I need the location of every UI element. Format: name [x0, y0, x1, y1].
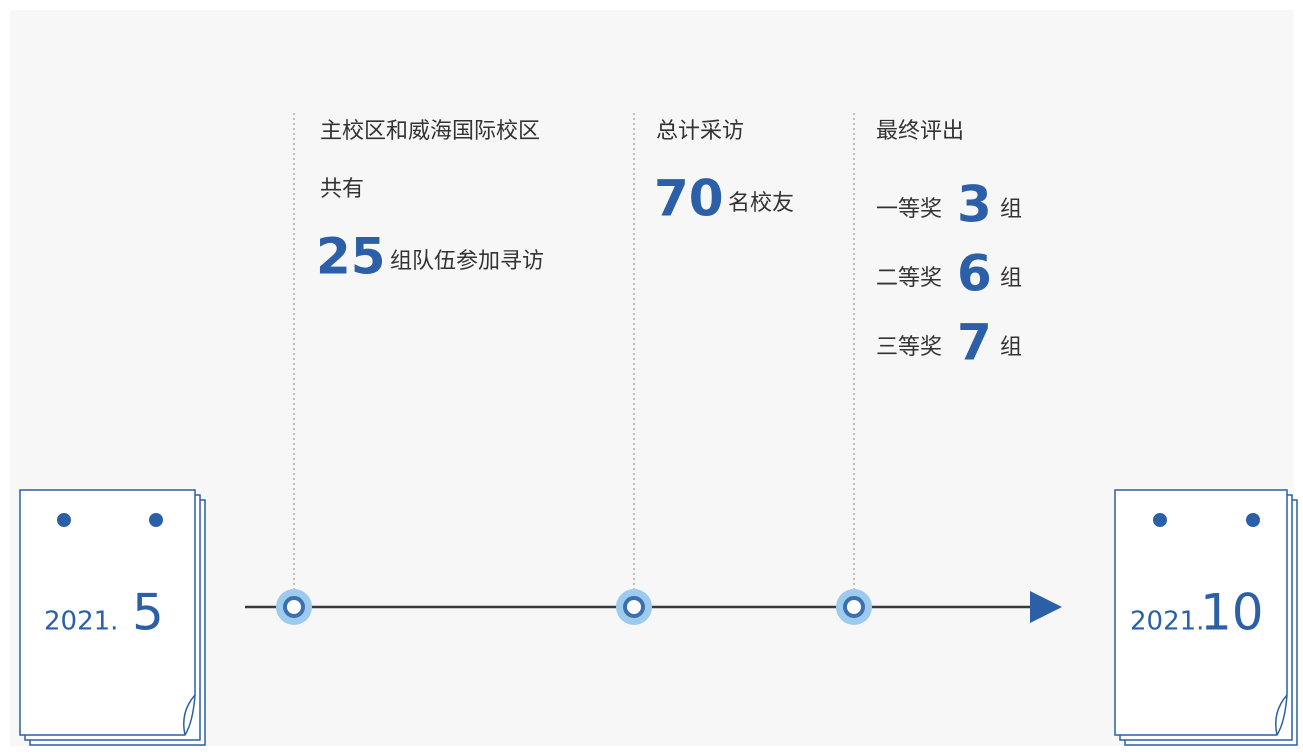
award-label: 一等奖 [876, 197, 942, 222]
milestone-suffix: 名校友 [728, 191, 794, 216]
milestone-number: 70 [654, 170, 724, 228]
award-unit: 组 [1000, 335, 1022, 360]
timeline-node [616, 589, 652, 625]
panel [10, 10, 1293, 746]
award-number: 7 [957, 314, 992, 372]
calendar-month: 5 [132, 584, 164, 642]
milestone-text: 总计采访 [656, 119, 744, 144]
milestone-suffix: 组队伍参加寻访 [390, 249, 544, 274]
timeline-node [276, 589, 312, 625]
calendar [19, 489, 206, 746]
milestone-text: 主校区和威海国际校区 [320, 119, 540, 144]
milestone-text: 共有 [320, 177, 364, 202]
award-number: 3 [957, 176, 992, 234]
calendar-month: 10 [1200, 584, 1264, 642]
award-unit: 组 [1000, 266, 1022, 291]
calendar [1114, 489, 1298, 746]
award-label: 三等奖 [876, 335, 942, 360]
milestone-number: 25 [316, 228, 386, 286]
award-unit: 组 [1000, 197, 1022, 222]
calendar-year: 2021. [44, 607, 118, 637]
award-number: 6 [957, 245, 992, 303]
milestone-text: 最终评出 [876, 119, 964, 144]
timeline-arrow [1030, 591, 1062, 623]
calendar-year: 2021. [1130, 607, 1204, 637]
timeline-node [836, 589, 872, 625]
award-label: 二等奖 [876, 266, 942, 291]
